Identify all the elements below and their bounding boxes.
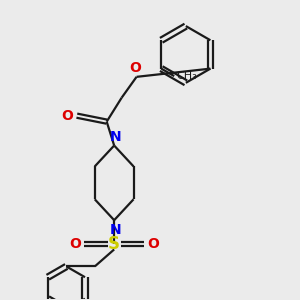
- Text: N: N: [110, 223, 122, 237]
- Text: O: O: [69, 237, 81, 251]
- Text: O: O: [147, 237, 159, 251]
- Text: O: O: [129, 61, 141, 75]
- Text: N: N: [110, 130, 122, 144]
- Text: S: S: [108, 235, 120, 253]
- Text: CH₃: CH₃: [176, 71, 197, 81]
- Text: O: O: [61, 109, 73, 123]
